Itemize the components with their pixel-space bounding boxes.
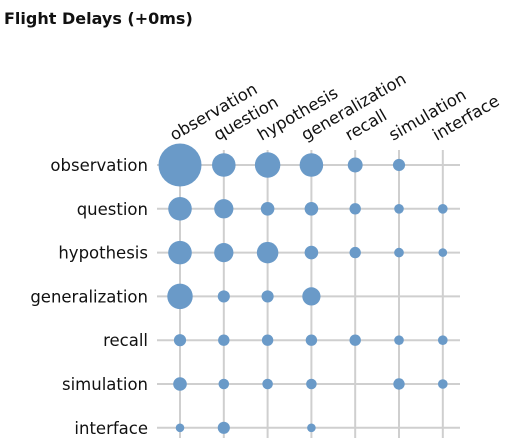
bubble-question-question [214,199,234,219]
row-label-question: question [77,200,148,219]
bubbles [158,143,448,434]
bubble-recall-simulation [394,335,404,346]
bubble-question-observation [168,197,192,221]
bubble-hypothesis-interface [438,248,448,257]
bubble-question-interface [437,203,448,214]
row-label-simulation: simulation [62,375,148,394]
bubble-generalization-hypothesis [261,290,274,303]
bubble-simulation-hypothesis [262,378,273,390]
chart-title: Flight Delays (+0ms) [4,9,193,28]
bubble-simulation-question [218,378,230,390]
row-label-observation: observation [50,156,148,175]
bubble-observation-observation [158,143,202,187]
bubble-hypothesis-simulation [394,247,404,258]
bubble-observation-generalization [299,153,324,177]
bubble-hypothesis-question [214,242,234,263]
bubble-recall-generalization [305,334,318,346]
bubble-simulation-simulation [393,378,405,390]
bubble-simulation-interface [437,379,448,389]
bubble-generalization-question [217,290,230,303]
row-label-hypothesis: hypothesis [58,244,148,263]
bubble-hypothesis-hypothesis [256,241,279,264]
row-label-interface: interface [74,419,148,438]
bubble-hypothesis-generalization [304,245,319,260]
bubble-question-hypothesis [260,202,275,216]
bubble-interface-question [217,421,230,434]
bubble-observation-recall [347,157,363,173]
bubble-observation-simulation [392,158,406,172]
bubble-question-recall [349,203,361,215]
bubble-observation-hypothesis [254,152,281,178]
bubble-hypothesis-observation [168,240,192,265]
bubble-interface-generalization [307,423,316,433]
bubble-recall-interface [437,335,448,346]
bubble-question-generalization [304,202,319,216]
bubble-recall-hypothesis [261,334,274,346]
bubble-simulation-generalization [306,378,317,390]
bubble-interface-observation [175,423,185,433]
column-labels: observationquestionhypothesisgeneralizat… [167,69,503,144]
row-labels: observation question hypothesis generalizat… [30,156,148,438]
row-label-recall: recall [103,331,148,350]
bubble-hypothesis-recall [349,246,361,259]
bubble-observation-question [212,153,236,177]
bubble-recall-question [218,334,230,346]
bubble-generalization-generalization [302,287,321,306]
row-label-generalization: generalization [30,287,148,306]
bubble-recall-recall [349,334,361,346]
bubble-generalization-observation [167,283,193,310]
bubble-question-simulation [394,203,404,214]
bubble-simulation-observation [173,377,187,391]
bubble-recall-observation [173,334,187,347]
